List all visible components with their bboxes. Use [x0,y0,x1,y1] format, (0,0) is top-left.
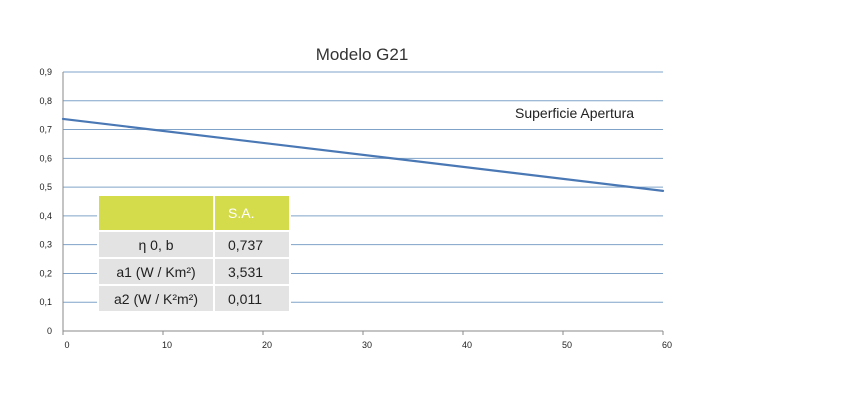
table-cell-value: 3,531 [213,257,291,286]
table-row: a1 (W / Km²) 3,531 [97,257,291,286]
x-tick-label: 10 [162,340,172,350]
table-row: a2 (W / K²m²) 0,011 [97,284,291,313]
y-tick-label: 0,2 [39,268,52,278]
table-cell-parameter: ƞ 0, b [97,230,215,259]
x-tick-label: 0 [64,340,69,350]
x-tick-label: 40 [462,340,472,350]
y-tick-label: 0,9 [39,67,52,77]
table-header-row: S.A. [97,194,291,232]
y-tick-label: 0,3 [39,240,52,250]
series-annotation: Superficie Apertura [515,105,634,121]
y-tick-label: 0,1 [39,297,52,307]
table-row: ƞ 0, b 0,737 [97,230,291,259]
x-tick-label: 60 [662,340,672,350]
chart-title: Modelo G21 [316,45,409,64]
table-cell-parameter: a1 (W / Km²) [97,257,215,286]
y-tick-label: 0,4 [39,211,52,221]
y-tick-label: 0,5 [39,182,52,192]
y-tick-label: 0,6 [39,153,52,163]
series-line [61,117,665,192]
table-header-sa: S.A. [213,194,291,232]
y-tick-label: 0 [47,326,52,336]
table-header-empty [97,194,215,232]
table-cell-value: 0,737 [213,230,291,259]
x-tick-label: 20 [262,340,272,350]
y-tick-labels: 0 0,1 0,2 0,3 0,4 0,5 0,6 0,7 0,8 0,9 [39,67,52,336]
table-cell-parameter: a2 (W / K²m²) [97,284,215,313]
x-tick-label: 50 [562,340,572,350]
x-tick-label: 30 [362,340,372,350]
series [61,117,665,192]
y-tick-label: 0,8 [39,96,52,106]
table-cell-value: 0,011 [213,284,291,313]
y-tick-label: 0,7 [39,125,52,135]
x-tick-labels: 0 10 20 30 40 50 60 [62,331,672,350]
grid-lines [63,71,663,303]
parameters-table: S.A. ƞ 0, b 0,737 a1 (W / Km²) 3,531 a2 … [97,194,291,313]
